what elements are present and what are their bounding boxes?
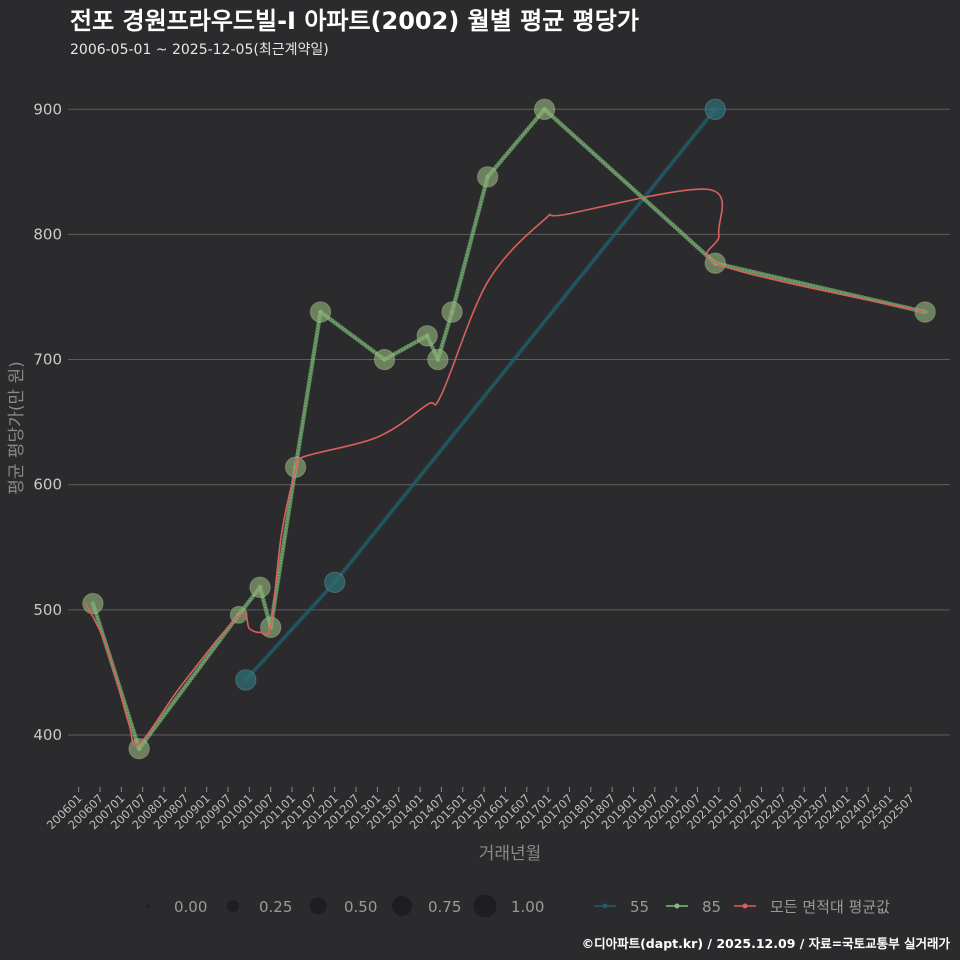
legend-size-label: 0.75 xyxy=(428,898,461,916)
series-85-point xyxy=(416,325,438,347)
legend-size-dot xyxy=(473,894,497,918)
legend-size-label: 0.25 xyxy=(259,898,292,916)
average-line xyxy=(85,188,926,747)
legend-line-dot xyxy=(602,903,608,909)
series-85-point xyxy=(373,348,396,371)
series-85 xyxy=(82,98,936,760)
y-tick-label: 900 xyxy=(33,100,62,118)
series-85-point xyxy=(427,348,449,371)
series-85-point xyxy=(82,592,104,615)
series-85-point xyxy=(441,301,463,323)
legend-size-label: 0.50 xyxy=(344,898,377,916)
series-85-point xyxy=(309,301,332,323)
y-tick-label: 600 xyxy=(33,476,62,494)
y-tick-label: 800 xyxy=(33,225,62,243)
chart-subtitle: 2006-05-01 ~ 2025-12-05(최근계약일) xyxy=(70,42,329,58)
y-tick-label: 400 xyxy=(33,726,62,744)
series-55-point xyxy=(324,571,346,593)
series-55 xyxy=(235,98,726,691)
legend-size-label: 0.00 xyxy=(174,898,207,916)
legend-size-dot xyxy=(392,896,412,916)
series-55-point xyxy=(235,669,257,691)
legend-size-dot xyxy=(227,900,239,912)
legend-size-dot xyxy=(146,904,150,908)
legend-line-label: 모든 면적대 평균값 xyxy=(770,898,890,916)
series-85-point xyxy=(533,98,556,120)
legend-line-label: 55 xyxy=(630,898,649,916)
y-tick-label: 700 xyxy=(33,351,62,369)
series-55-point xyxy=(704,98,726,120)
legend-size-label: 1.00 xyxy=(511,898,544,916)
chart-title: 전포 경원프라우드빌-I 아파트(2002) 월별 평균 평당가 xyxy=(70,7,639,35)
x-axis-title: 거래년월 xyxy=(479,844,542,864)
legend-line-dot xyxy=(674,903,680,909)
legend-size-dot xyxy=(309,897,327,915)
y-tick-label: 500 xyxy=(33,601,62,619)
y-axis-title: 평균 평당가(만 원) xyxy=(7,361,27,495)
legend-line-label: 85 xyxy=(702,898,721,916)
series-85-point xyxy=(476,166,499,188)
series-85-point xyxy=(229,605,248,624)
grid-layer xyxy=(68,108,950,736)
series-85-point xyxy=(249,576,271,598)
legend: 0.00 0.25 0.50 0.75 1.00 55 85 모든 면적대 평균값 xyxy=(146,894,890,918)
series-layer xyxy=(82,98,936,760)
source-footer: ©디아파트(dapt.kr) / 2025.12.09 / 자료=국토교통부 실… xyxy=(582,936,951,951)
x-axis-ticks: 2006012006072007012007072008012008072009… xyxy=(44,787,917,832)
series-average xyxy=(85,188,926,747)
series-85-point xyxy=(128,738,150,760)
legend-line-dot xyxy=(742,903,748,909)
y-axis-ticks: 400 500 600 700 800 900 xyxy=(33,100,62,744)
